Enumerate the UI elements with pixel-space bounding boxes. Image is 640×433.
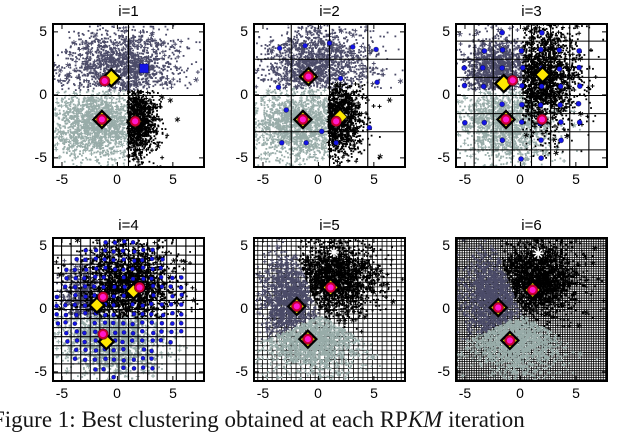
y-tick-label: 5	[240, 23, 248, 39]
x-tick-label: 0	[516, 171, 524, 187]
subplot-title: i=1	[118, 3, 139, 20]
subplot-i6: i=6 5 0 -5 -5 0 5	[438, 217, 608, 401]
y-tick-label: -5	[34, 149, 47, 165]
subplot-title: i=3	[521, 3, 542, 20]
subplot-title: i=5	[319, 217, 340, 234]
x-tick-label: 0	[113, 171, 121, 187]
plot-canvas-i2	[253, 23, 406, 168]
subplot-i3: i=3 5 0 -5 -5 0 5	[438, 3, 608, 187]
subplot-i4: i=4 5 0 -5 -5 0 5	[35, 217, 205, 401]
x-tick-label: 5	[572, 171, 580, 187]
subplot-title: i=6	[521, 217, 542, 234]
subplot-i5: i=5 5 0 -5 -5 0 5	[236, 217, 406, 401]
caption-text-italic: KM	[407, 407, 443, 432]
x-tick-label: 0	[314, 385, 322, 401]
caption-text: Figure 1: Best clustering obtained at ea…	[0, 407, 408, 432]
x-tick-label: 0	[113, 385, 121, 401]
x-tick-label: 5	[572, 385, 580, 401]
y-tick-label: 5	[39, 237, 47, 253]
x-tick-label: -5	[458, 385, 472, 401]
y-tick-label: -5	[235, 149, 248, 165]
plot-canvas-i3	[455, 23, 608, 168]
x-tick-label: 5	[370, 385, 378, 401]
y-tick-label: 5	[442, 23, 450, 39]
plot-canvas-i6	[455, 237, 608, 382]
subplot-title: i=4	[118, 217, 139, 234]
y-tick-label: -5	[437, 363, 450, 379]
figure-caption: Figure 1: Best clustering obtained at ea…	[0, 407, 525, 433]
caption-text: iteration	[442, 407, 525, 432]
x-tick-label: -5	[55, 385, 69, 401]
y-tick-label: -5	[437, 149, 450, 165]
plot-canvas-i4	[52, 237, 205, 382]
y-tick-label: 0	[442, 300, 450, 316]
x-tick-label: -5	[458, 171, 472, 187]
y-tick-label: -5	[235, 363, 248, 379]
y-tick-label: 5	[442, 237, 450, 253]
plot-canvas-i1	[52, 23, 205, 168]
subplot-title: i=2	[319, 3, 340, 20]
x-tick-label: -5	[256, 385, 270, 401]
plot-canvas-i5	[253, 237, 406, 382]
x-tick-label: 0	[516, 385, 524, 401]
x-tick-label: 5	[169, 171, 177, 187]
y-tick-label: 5	[39, 23, 47, 39]
y-tick-label: 0	[442, 86, 450, 102]
subplot-i1: i=1 5 0 -5 -5 0 5	[35, 3, 205, 187]
x-tick-label: 5	[370, 171, 378, 187]
x-tick-label: -5	[55, 171, 69, 187]
y-tick-label: -5	[34, 363, 47, 379]
y-tick-label: 0	[39, 300, 47, 316]
y-tick-label: 5	[240, 237, 248, 253]
x-tick-label: 0	[314, 171, 322, 187]
y-tick-label: 0	[39, 86, 47, 102]
subplot-i2: i=2 5 0 -5 -5 0 5	[236, 3, 406, 187]
x-tick-label: 5	[169, 385, 177, 401]
y-tick-label: 0	[240, 86, 248, 102]
y-tick-label: 0	[240, 300, 248, 316]
x-tick-label: -5	[256, 171, 270, 187]
